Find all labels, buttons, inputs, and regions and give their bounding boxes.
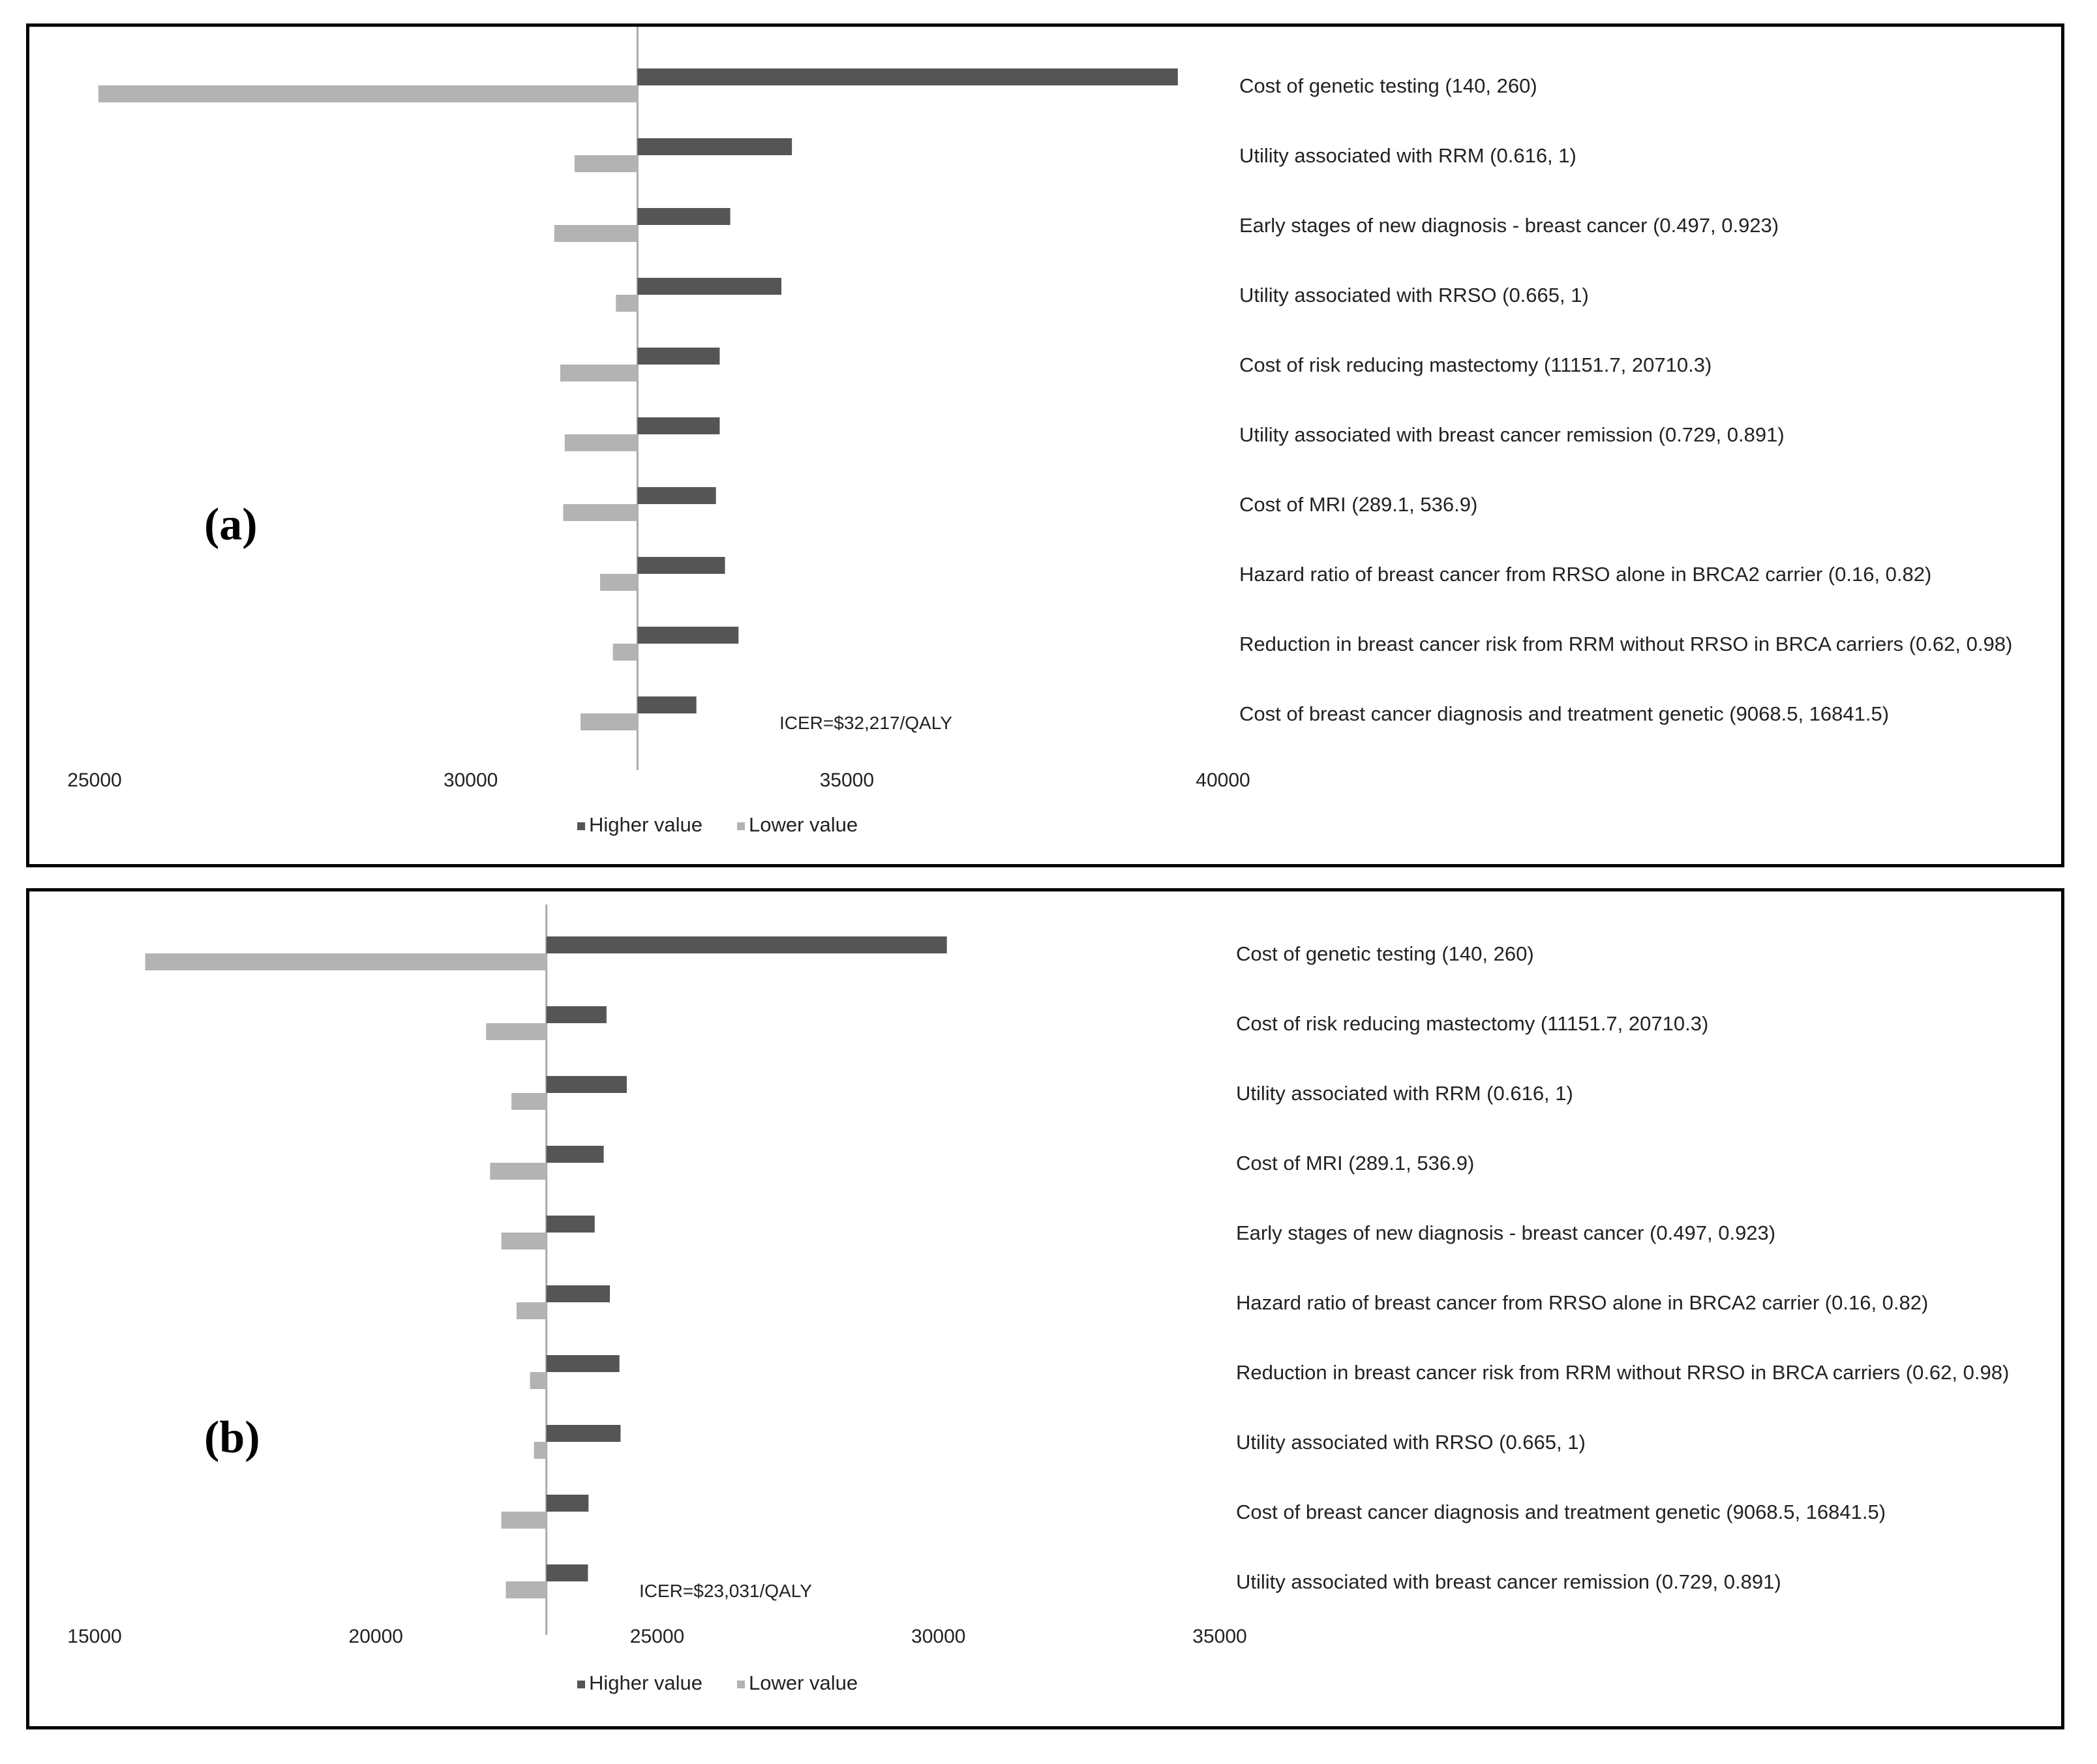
bar-higher-value (637, 68, 1178, 85)
bar-lower-value (516, 1302, 547, 1319)
bar-lower-value (530, 1372, 547, 1389)
category-label: Cost of MRI (289.1, 536.9) (1236, 1152, 1474, 1174)
x-tick-label: 20000 (349, 1626, 403, 1647)
panel-label: (a) (204, 500, 258, 550)
category-label: Cost of breast cancer diagnosis and trea… (1236, 1501, 1886, 1523)
bar-higher-value (546, 1425, 621, 1442)
x-tick-label: 35000 (1192, 1626, 1246, 1647)
category-label: Utility associated with RRSO (0.665, 1) (1239, 284, 1589, 306)
bar-lower-value (501, 1233, 547, 1249)
x-tick-label: 30000 (444, 770, 498, 791)
category-label: Reduction in breast cancer risk from RRM… (1239, 633, 2012, 655)
legend-label-lower: Lower value (749, 1671, 858, 1694)
x-tick-label: 25000 (630, 1626, 684, 1647)
category-label: Cost of genetic testing (140, 260) (1236, 942, 1534, 965)
category-label: Utility associated with RRM (0.616, 1) (1239, 144, 1577, 167)
bar-higher-value (546, 1355, 620, 1372)
category-label: Reduction in breast cancer risk from RRM… (1236, 1361, 2009, 1384)
icer-annotation: ICER=$32,217/QALY (779, 713, 952, 733)
bar-lower-value (560, 365, 638, 381)
category-label: Utility associated with RRM (0.616, 1) (1236, 1082, 1573, 1105)
tornado-panel-a: Cost of genetic testing (140, 260) Utilit… (26, 23, 2064, 867)
bar-lower-value (564, 434, 638, 451)
bar-higher-value (546, 1216, 595, 1233)
category-label: Utility associated with RRSO (0.665, 1) (1236, 1431, 1586, 1454)
bar-higher-value (637, 557, 725, 574)
bar-lower-value (486, 1023, 547, 1040)
bar-higher-value (637, 487, 716, 504)
tornado-chart-b: Cost of genetic testing (140, 260) Cost o… (67, 904, 2009, 1694)
legend-swatch-higher (577, 822, 585, 830)
bar-higher-value (546, 1146, 604, 1163)
bar-lower-value (534, 1442, 547, 1459)
legend-swatch-lower (737, 822, 745, 830)
bar-lower-value (600, 574, 638, 591)
x-tick-label: 40000 (1196, 770, 1250, 791)
category-label: Cost of risk reducing mastectomy (11151.… (1239, 353, 1712, 376)
legend-label-higher: Higher value (589, 1671, 702, 1694)
tornado-panel-b: Cost of genetic testing (140, 260) Cost o… (26, 888, 2064, 1729)
panel-label: (b) (204, 1413, 260, 1463)
bar-lower-value (145, 953, 547, 970)
bar-lower-value (581, 713, 638, 730)
category-label: Hazard ratio of breast cancer from RRSO … (1239, 563, 1931, 586)
legend-swatch-lower (737, 1681, 745, 1688)
bar-lower-value (554, 225, 638, 242)
category-label: Utility associated with breast cancer re… (1236, 1570, 1781, 1593)
category-label: Cost of genetic testing (140, 260) (1239, 74, 1537, 97)
x-tick-label: 35000 (820, 770, 874, 791)
category-label: Utility associated with breast cancer re… (1239, 423, 1785, 446)
bar-lower-value (501, 1512, 547, 1529)
bar-lower-value (511, 1093, 547, 1110)
bar-higher-value (637, 208, 731, 225)
bar-lower-value (490, 1163, 547, 1180)
category-label: Early stages of new diagnosis - breast c… (1239, 214, 1779, 237)
bar-higher-value (637, 417, 720, 434)
bar-higher-value (546, 1006, 607, 1023)
bar-lower-value (574, 155, 638, 172)
bar-higher-value (546, 1564, 588, 1581)
bar-higher-value (637, 278, 781, 295)
tornado-chart-a: Cost of genetic testing (140, 260) Utilit… (67, 27, 2012, 836)
category-label: Hazard ratio of breast cancer from RRSO … (1236, 1291, 1928, 1314)
bar-higher-value (637, 138, 792, 155)
category-label: Cost of breast cancer diagnosis and trea… (1239, 702, 1889, 725)
bar-higher-value (546, 1076, 627, 1093)
category-label: Cost of MRI (289.1, 536.9) (1239, 493, 1477, 516)
bar-higher-value (637, 348, 720, 365)
legend-label-higher: Higher value (589, 813, 702, 836)
bar-lower-value (612, 644, 638, 661)
bar-lower-value (563, 504, 638, 521)
x-tick-label: 15000 (67, 1626, 121, 1647)
category-label: Cost of risk reducing mastectomy (11151.… (1236, 1012, 1708, 1035)
x-tick-label: 30000 (911, 1626, 965, 1647)
bar-lower-value (616, 295, 638, 312)
bar-lower-value (98, 85, 638, 102)
bar-higher-value (546, 1285, 611, 1302)
icer-annotation: ICER=$23,031/QALY (639, 1581, 812, 1601)
x-tick-label: 25000 (67, 770, 121, 791)
legend-swatch-higher (577, 1681, 585, 1688)
bar-higher-value (546, 1495, 589, 1512)
bar-lower-value (505, 1581, 547, 1598)
bar-higher-value (546, 936, 947, 953)
legend-label-lower: Lower value (749, 813, 858, 836)
category-label: Early stages of new diagnosis - breast c… (1236, 1221, 1775, 1244)
bar-higher-value (637, 627, 739, 644)
bar-higher-value (637, 696, 697, 713)
